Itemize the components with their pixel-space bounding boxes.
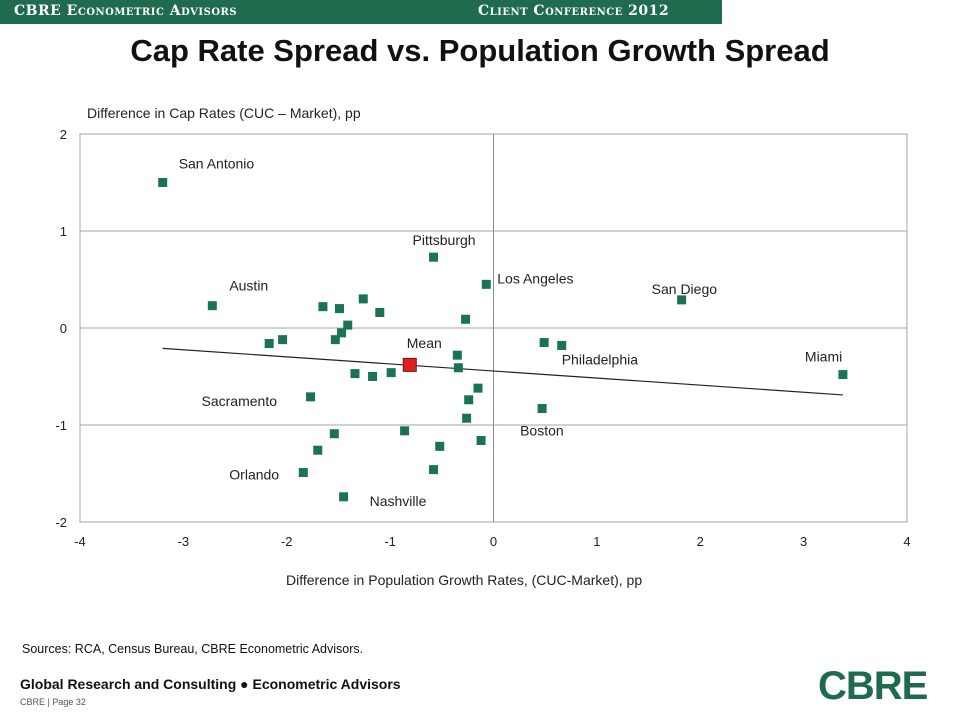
data-point [473, 383, 483, 393]
mean-label: Mean [407, 335, 442, 351]
data-point [452, 350, 462, 360]
footer-page: CBRE | Page 32 [20, 697, 86, 707]
data-point [429, 252, 439, 262]
data-point [343, 320, 353, 330]
data-point [462, 413, 472, 423]
data-point [481, 279, 491, 289]
point-label: Nashville [370, 493, 427, 509]
data-point [339, 492, 349, 502]
x-tick-label: 4 [903, 534, 910, 549]
data-point [537, 404, 547, 414]
x-tick-label: 2 [697, 534, 704, 549]
x-tick-label: 3 [800, 534, 807, 549]
footer-title: Global Research and Consulting ● Econome… [20, 676, 401, 692]
point-label: Los Angeles [497, 270, 573, 286]
data-point [435, 441, 445, 451]
trendline [162, 347, 843, 396]
data-point [429, 465, 439, 475]
scatter-chart: -4 -3 -2 -1 0 1 2 3 4 2 1 0 -1 -2 Difference in Cap Ra… [55, 105, 910, 588]
y-tick-label: -1 [55, 418, 67, 433]
sources-note: Sources: RCA, Census Bureau, CBRE Econom… [22, 642, 364, 656]
data-point [334, 304, 344, 314]
x-tick-label: -2 [281, 534, 293, 549]
data-point [358, 294, 368, 304]
data-point [264, 339, 274, 349]
y-tick-label: 0 [60, 321, 67, 336]
data-point [350, 369, 360, 379]
y-axis-title: Difference in Cap Rates (CUC – Market), … [87, 105, 361, 121]
point-label: Pittsburgh [413, 232, 476, 248]
page-title: Cap Rate Spread vs. Population Growth Sp… [130, 33, 830, 68]
data-point [329, 429, 339, 439]
y-tick-label: -2 [55, 515, 67, 530]
y-tick-label: 1 [60, 224, 67, 239]
x-tick-label: 1 [593, 534, 600, 549]
point-label: San Antonio [179, 156, 255, 172]
x-tick-label: -1 [384, 534, 396, 549]
data-point [476, 436, 486, 446]
data-point [330, 335, 340, 345]
point-label: Orlando [229, 467, 279, 483]
data-point [461, 314, 471, 324]
data-point [306, 392, 316, 402]
data-point [207, 301, 217, 311]
data-point [557, 340, 567, 350]
point-label: Boston [520, 423, 564, 439]
data-point [375, 307, 385, 317]
data-point [368, 372, 378, 381]
data-point [158, 178, 168, 187]
data-point [318, 302, 328, 312]
point-label: Philadelphia [562, 351, 638, 367]
data-point [337, 328, 347, 338]
header-right-text: Client Conference 2012 [478, 3, 670, 19]
data-point [386, 368, 396, 378]
point-label: San Diego [652, 281, 718, 297]
x-axis-title: Difference in Population Growth Rates, (… [286, 572, 642, 588]
data-point [453, 363, 463, 373]
data-point [278, 335, 288, 345]
data-point [400, 426, 410, 436]
data-point [539, 338, 549, 348]
header-bar: CBRE Econometric Advisors Client Confere… [0, 0, 722, 24]
point-label: Sacramento [202, 393, 278, 409]
x-tick-label: -3 [178, 534, 190, 549]
cbre-logo: CBRE [818, 664, 928, 708]
point-label: Austin [229, 278, 268, 294]
mean-point [402, 357, 417, 372]
x-tick-label: -4 [74, 534, 86, 549]
data-point [677, 295, 687, 305]
data-point [298, 468, 308, 478]
data-point [313, 445, 323, 455]
header-left-text: CBRE Econometric Advisors [14, 3, 238, 19]
point-label: Miami [805, 349, 842, 365]
data-point [838, 370, 848, 380]
x-tick-label: 0 [490, 534, 497, 549]
data-point [464, 395, 474, 405]
y-tick-label: 2 [60, 127, 67, 142]
